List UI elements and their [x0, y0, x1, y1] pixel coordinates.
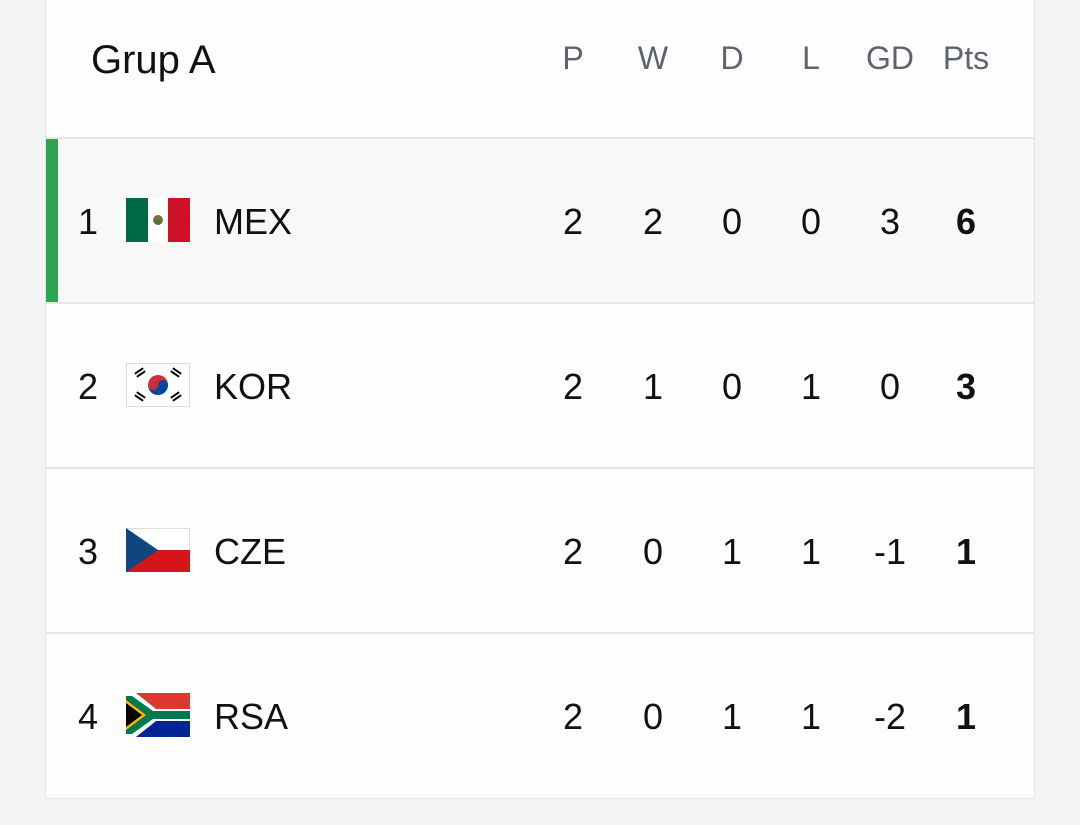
played: 2	[562, 201, 584, 242]
team-name: CZE	[214, 531, 286, 572]
wins: 1	[642, 366, 664, 407]
points: 6	[955, 201, 977, 242]
standings-card: Grup A P W D L GD Pts 1 MEX 2 2 0 0 3 6 …	[45, 0, 1035, 799]
wins: 2	[642, 201, 664, 242]
wins: 0	[642, 531, 664, 572]
draws: 1	[721, 531, 743, 572]
losses: 0	[800, 201, 822, 242]
goal-difference: -2	[873, 696, 906, 737]
group-title: Grup A	[91, 38, 216, 82]
flag	[126, 528, 190, 572]
column-header: P	[562, 40, 584, 76]
team-name: MEX	[214, 201, 293, 242]
draws: 0	[721, 201, 743, 242]
rank: 3	[77, 531, 99, 572]
team-row[interactable]: 4 RSA 2 0 1 1 -2 1	[46, 632, 1034, 798]
points: 3	[955, 366, 977, 407]
goal-difference: -1	[873, 531, 906, 572]
played: 2	[562, 366, 584, 407]
goal-difference: 0	[879, 366, 901, 407]
goal-difference: 3	[879, 201, 901, 242]
draws: 0	[721, 366, 743, 407]
played: 2	[562, 696, 584, 737]
losses: 1	[800, 366, 822, 407]
team-row[interactable]: 1 MEX 2 2 0 0 3 6	[46, 137, 1034, 303]
played: 2	[562, 531, 584, 572]
team-name: RSA	[214, 696, 289, 737]
wins: 0	[642, 696, 664, 737]
column-header: GD	[866, 40, 914, 76]
flag	[126, 198, 190, 242]
flag	[126, 693, 190, 737]
team-name: KOR	[214, 366, 293, 407]
rank: 4	[77, 696, 99, 737]
column-header: W	[637, 40, 669, 76]
team-row[interactable]: 2 KOR 2 1 0 1 0 3	[46, 302, 1034, 468]
qualification-bar	[46, 139, 58, 303]
column-header: L	[802, 40, 820, 76]
flag	[126, 363, 190, 407]
points: 1	[955, 531, 977, 572]
rank: 1	[77, 201, 99, 242]
column-header: Pts	[942, 40, 990, 76]
column-header: D	[720, 40, 744, 76]
points: 1	[955, 696, 977, 737]
losses: 1	[800, 696, 822, 737]
losses: 1	[800, 531, 822, 572]
rank: 2	[77, 366, 99, 407]
draws: 1	[721, 696, 743, 737]
team-row[interactable]: 3 CZE 2 0 1 1 -1 1	[46, 467, 1034, 633]
